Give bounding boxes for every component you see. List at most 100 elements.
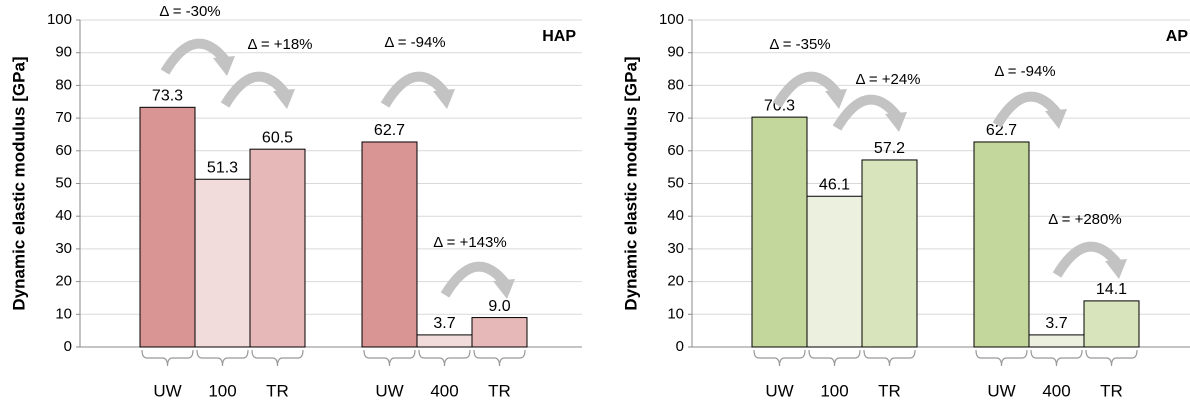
bar: [1083, 300, 1140, 348]
y-tick-label: 50: [667, 174, 684, 191]
value-label: 62.7: [986, 122, 1017, 139]
brace: [975, 349, 1028, 367]
y-tick-label: 80: [667, 76, 684, 93]
value-label: 62.7: [374, 122, 405, 139]
x-tick-label: 400: [1042, 381, 1070, 400]
x-tick-label: TR: [1100, 381, 1123, 400]
bar: [139, 106, 196, 348]
bar: [249, 148, 306, 348]
arrow: [380, 71, 449, 108]
bar: [361, 141, 418, 348]
arrow-head: [493, 279, 515, 299]
bar: [806, 195, 863, 348]
value-label: 46.1: [819, 176, 850, 193]
y-tick-label: 40: [55, 207, 72, 224]
value-label: 3.7: [1045, 315, 1067, 332]
x-tick-label: 100: [208, 381, 236, 400]
y-tick-label: 10: [667, 305, 684, 322]
brace: [863, 349, 916, 367]
value-label: 73.3: [152, 88, 183, 105]
brace: [196, 349, 249, 367]
arrow-head: [1045, 109, 1067, 129]
x-tick-label: TR: [878, 381, 901, 400]
annotation: Δ = -30%: [159, 3, 220, 20]
chart-title: HAP: [542, 28, 576, 45]
value-label: 60.5: [262, 129, 293, 146]
annotation: Δ = -94%: [994, 63, 1055, 80]
value-label: 51.3: [207, 159, 238, 176]
bar: [416, 334, 473, 348]
y-tick-label: 60: [667, 142, 684, 159]
x-tick-label: UW: [765, 381, 793, 400]
brace: [418, 349, 471, 367]
arrow-head: [273, 89, 295, 109]
y-tick-label: 0: [676, 338, 684, 355]
y-tick-label: 30: [55, 240, 72, 257]
y-tick-label: 0: [64, 338, 72, 355]
y-tick-label: 20: [667, 273, 684, 290]
annotation: Δ = +280%: [1048, 211, 1121, 228]
x-tick-label: 400: [430, 381, 458, 400]
bar: [751, 116, 808, 348]
arrow: [772, 71, 841, 108]
y-tick-label: 50: [55, 174, 72, 191]
y-axis-label: Dynamic elastic modulus [GPa]: [621, 56, 640, 310]
y-tick-label: 70: [55, 109, 72, 126]
arrow-head: [825, 89, 847, 109]
y-tick-label: 20: [55, 273, 72, 290]
y-tick-label: 40: [667, 207, 684, 224]
value-label: 3.7: [433, 315, 455, 332]
bar: [973, 141, 1030, 348]
x-tick-label: TR: [488, 381, 511, 400]
x-tick-label: UW: [375, 381, 403, 400]
arrow: [992, 91, 1061, 128]
bar: [861, 159, 918, 348]
y-tick-label: 10: [55, 305, 72, 322]
annotation: Δ = +24%: [855, 71, 920, 88]
y-tick-label: 90: [55, 44, 72, 61]
y-tick-label: 80: [55, 76, 72, 93]
y-tick-label: 60: [55, 142, 72, 159]
x-tick-label: UW: [987, 381, 1015, 400]
x-tick-label: TR: [266, 381, 289, 400]
arrow-head: [213, 56, 235, 76]
y-axis-label: Dynamic elastic modulus [GPa]: [9, 56, 28, 310]
y-tick-label: 100: [47, 11, 72, 28]
brace: [1085, 349, 1138, 367]
chart-title: AP: [1166, 28, 1189, 45]
annotation: Δ = +143%: [433, 234, 506, 251]
y-tick-label: 100: [659, 11, 684, 28]
arrow: [220, 71, 289, 108]
brace: [363, 349, 416, 367]
y-tick-label: 90: [667, 44, 684, 61]
annotation: Δ = +18%: [247, 36, 312, 53]
arrow: [832, 94, 901, 131]
brace: [251, 349, 304, 367]
value-label: 14.1: [1096, 281, 1127, 298]
x-tick-label: UW: [153, 381, 181, 400]
value-label: 9.0: [488, 298, 510, 315]
y-tick-label: 70: [667, 109, 684, 126]
arrow: [1052, 241, 1121, 278]
x-tick-label: 100: [820, 381, 848, 400]
arrow: [160, 38, 229, 75]
brace: [141, 349, 194, 367]
bar: [194, 178, 251, 348]
arrow: [440, 261, 509, 298]
value-label: 57.2: [874, 140, 905, 157]
brace: [753, 349, 806, 367]
bar: [471, 317, 528, 348]
arrow-head: [1105, 259, 1127, 279]
arrow-head: [433, 89, 455, 109]
brace: [808, 349, 861, 367]
bar: [1028, 334, 1085, 348]
brace: [473, 349, 526, 367]
chart: 0 10 20 30 40 50 60 70 80 90 100 Dynamic elastic mo…: [9, 3, 582, 400]
y-tick-label: 30: [667, 240, 684, 257]
annotation: Δ = -35%: [769, 36, 830, 53]
brace: [1030, 349, 1083, 367]
arrow-head: [885, 112, 907, 132]
chart: 0 10 20 30 40 50 60 70 80 90 100 Dynamic elastic mo…: [621, 11, 1190, 400]
annotation: Δ = -94%: [384, 34, 445, 51]
